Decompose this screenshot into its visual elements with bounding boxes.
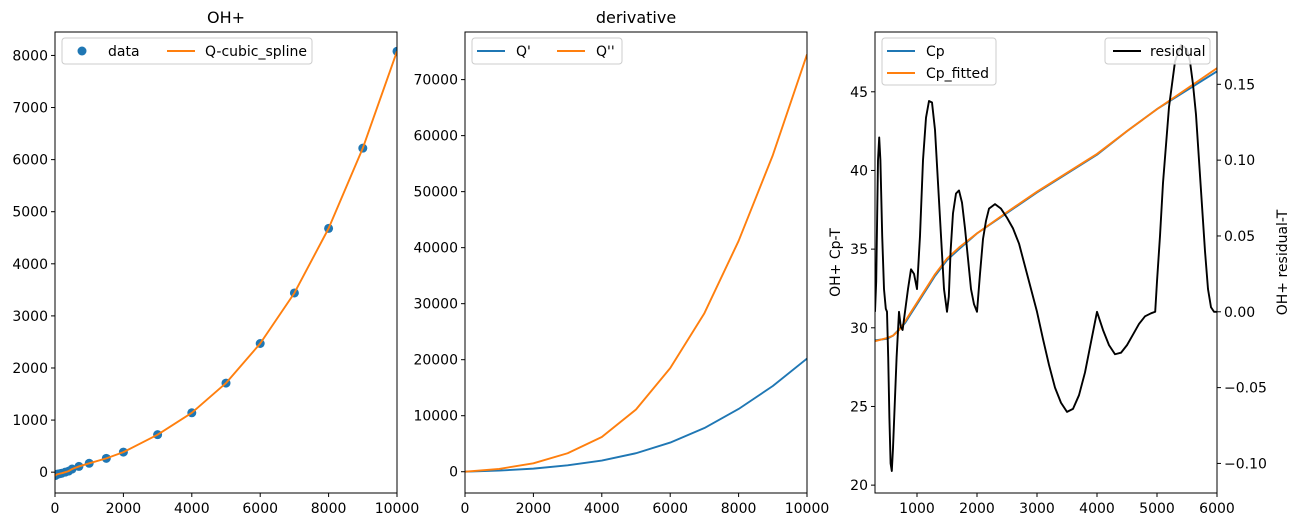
legend-label: data [108, 44, 140, 60]
y-tick-label: 20000 [413, 353, 458, 369]
y-tick-label: 10000 [413, 409, 458, 425]
series-data-points [55, 46, 397, 481]
plot-area [465, 54, 807, 473]
y-tick-label: 7000 [12, 101, 48, 117]
legend-residual: residual [1104, 37, 1211, 65]
legend-label: Cp_fitted [926, 66, 989, 82]
series-line-residual [875, 43, 1217, 472]
y-tick-label: 40000 [413, 241, 458, 257]
legend-box [1104, 37, 1211, 65]
x-tick-label: 4000 [1079, 501, 1115, 517]
legend-label: Q' [516, 44, 531, 60]
x-tick-label: 6000 [242, 501, 278, 517]
series-line-Q'' [465, 54, 807, 473]
y-right-tick-label: −0.10 [1224, 456, 1267, 472]
x-tick-label: 8000 [721, 501, 757, 517]
x-tick-label: 4000 [584, 501, 620, 517]
legend-label: Cp [926, 44, 945, 60]
y-tick-label: 60000 [413, 129, 458, 145]
y-tick-label: 45 [850, 85, 868, 101]
plot-area [875, 43, 1217, 472]
x-tick-label: 8000 [311, 501, 347, 517]
y-tick-label: 8000 [12, 48, 48, 64]
y-tick-label: 4000 [12, 257, 48, 273]
legend-oh-plus: data Q-cubic_spline [61, 37, 313, 65]
chart-layer: 0 2000 4000 6000 8000 10000010002000300040005… [12, 8, 1291, 517]
x-tick-label: 2000 [516, 501, 552, 517]
y-tick-label: 40 [850, 163, 868, 179]
legend-box [471, 37, 623, 65]
y-tick-label: 0 [449, 465, 458, 481]
y-tick-label: 30 [850, 321, 868, 337]
y-right-axis-label: OH+ residual-T [1275, 209, 1291, 315]
y-right-tick-label: 0.00 [1224, 305, 1255, 321]
x-tick-label: 0 [461, 501, 470, 517]
y-right-tick-label: 0.15 [1224, 77, 1255, 93]
x-tick-label: 2000 [106, 501, 142, 517]
y-tick-label: 0 [39, 465, 48, 481]
y-right-tick-label: −0.05 [1224, 381, 1267, 397]
y-right-tick-label: 0.05 [1224, 229, 1255, 245]
x-tick-label: 6000 [1199, 501, 1235, 517]
y-tick-label: 6000 [12, 153, 48, 169]
y-tick-label: 2000 [12, 361, 48, 377]
legend-label: residual [1150, 44, 1205, 60]
y-tick-label: 20 [850, 478, 868, 494]
y-tick-label: 3000 [12, 309, 48, 325]
legend-label: Q'' [596, 44, 615, 60]
x-tick-label: 10000 [375, 501, 420, 517]
legend-cp: Cp Cp_fitted [881, 37, 997, 86]
x-tick-label: 5000 [1139, 501, 1175, 517]
x-tick-label: 3000 [1019, 501, 1055, 517]
y-tick-label: 25 [850, 399, 868, 415]
y-tick-label: 5000 [12, 205, 48, 221]
x-tick-label: 2000 [959, 501, 995, 517]
y-tick-label: 30000 [413, 297, 458, 313]
y-tick-label: 35 [850, 242, 868, 258]
chart-title: derivative [596, 8, 676, 27]
y-right-tick-label: 0.10 [1224, 153, 1255, 169]
axes-frame [54, 31, 398, 494]
x-tick-label: 0 [51, 501, 60, 517]
chart-panel-3: 1000 2000 3000 4000 5000 6000 20 25 30 35 40 45 −0.1… [828, 31, 1291, 517]
chart-panel-1: 0 2000 4000 6000 8000 10000 0 1000 2000 3000 4000 5… [12, 8, 419, 517]
legend-label: Q-cubic_spline [205, 44, 307, 60]
series-line-Q' [465, 357, 807, 473]
legend-derivative: Q' Q'' [471, 37, 623, 65]
x-tick-label: 10000 [785, 501, 830, 517]
plot-area [55, 46, 397, 481]
x-tick-label: 4000 [174, 501, 210, 517]
y-tick-label: 1000 [12, 413, 48, 429]
legend-marker [77, 46, 87, 56]
x-tick-label: 6000 [652, 501, 688, 517]
chart-title: OH+ [207, 8, 245, 27]
y-tick-label: 70000 [413, 73, 458, 89]
y-axis-label: OH+ Cp-T [828, 228, 844, 297]
axes-frame [874, 31, 1218, 494]
axes-frame [464, 31, 808, 494]
series-line-Q-cubic_spline [55, 50, 397, 477]
chart-panel-2: 0 2000 4000 6000 8000 10000 0 10000 20000 30000 40… [413, 8, 829, 517]
y-tick-label: 50000 [413, 185, 458, 201]
x-tick-label: 1000 [899, 501, 935, 517]
